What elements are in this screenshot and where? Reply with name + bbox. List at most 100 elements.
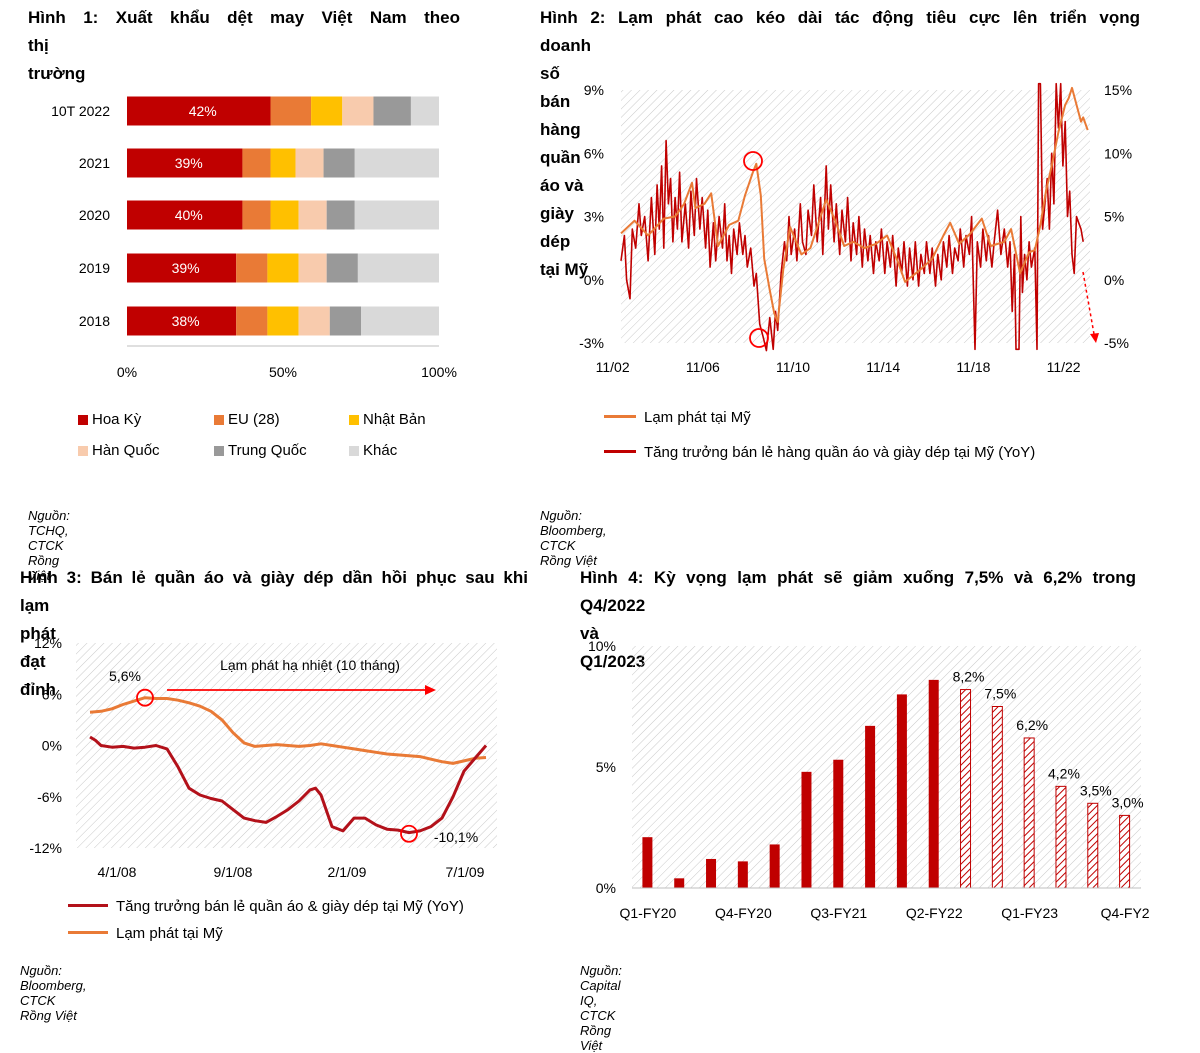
fig2-forecast-arrow (1082, 271, 1095, 335)
fig3-title-line2: lạm phát đạt đỉnh (20, 596, 56, 699)
fig2-title-line1: Hình 2: Lạm phát cao kéo dài tác động ti… (540, 8, 1140, 27)
fig4-bar (960, 689, 972, 889)
fig1-bar-segment (267, 306, 299, 336)
fig1-bar-segment (354, 148, 439, 178)
fig3-y-tick: -6% (37, 789, 62, 805)
fig4-bar (1119, 814, 1131, 889)
fig1-legend-swatch (214, 446, 224, 456)
fig4-x-tick: Q4-FY20 (715, 905, 772, 921)
fig1-category-label: 2018 (79, 313, 110, 329)
fig1-bar-segment (127, 96, 271, 126)
fig2-x-tick: 11/10 (776, 359, 810, 375)
fig1-legend-label: Hàn Quốc (92, 442, 160, 459)
fig1-bar-segment (298, 253, 327, 283)
fig1-legend-item: Hàn Quốc (78, 442, 160, 459)
fig3-legend-item: Lạm phát tại Mỹ (68, 925, 223, 942)
fig4-x-tick: Q1-FY23 (1001, 905, 1058, 921)
fig2-x-tick: 11/18 (956, 359, 990, 375)
fig4-bar (991, 706, 1003, 889)
fig2-title-line2: doanh số bán hàng quần áo và giày dép tạ… (540, 36, 591, 279)
fig4-data-label: 3,0% (1112, 794, 1144, 810)
fig1-category-label: 2019 (79, 260, 110, 276)
fig4-title-line2: Q4/2022 và Q1/2023 (580, 596, 646, 671)
fig3-legend-line (68, 931, 108, 934)
fig4-bar (896, 694, 907, 888)
fig1-legend-item: Nhật Bản (349, 411, 426, 428)
fig3-legend-item: Tăng trưởng bán lẻ quần áo & giày dép tạ… (68, 898, 464, 915)
fig4-x-tick: Q2-FY22 (906, 905, 963, 921)
fig1-category-label: 10T 2022 (51, 103, 110, 119)
fig4-bar (674, 878, 685, 888)
fig3-legend-label: Lạm phát tại Mỹ (116, 925, 223, 942)
fig1-legend-swatch (349, 446, 359, 456)
fig1-legend-swatch (349, 415, 359, 425)
fig1-bar-label: 40% (175, 207, 203, 223)
fig3-arrow-head (425, 685, 436, 695)
fig1-bar-label: 39% (175, 155, 203, 171)
fig2-y-right-tick: 10% (1104, 145, 1132, 161)
fig2-arrow-head (1090, 333, 1099, 343)
fig1-legend-swatch (78, 446, 88, 456)
fig1-legend-item: Hoa Kỳ (78, 411, 141, 428)
fig2-x-tick: 11/22 (1047, 359, 1081, 375)
fig1-bar-segment (242, 200, 271, 230)
fig2-y-left-tick: 3% (584, 209, 604, 225)
fig1-legend-label: Hoa Kỳ (92, 411, 142, 428)
fig1-legend-label: Khác (363, 442, 398, 459)
fig1-legend-label: EU (28) (228, 411, 280, 428)
fig1-bar-segment (326, 253, 358, 283)
fig3-y-tick: -12% (29, 840, 62, 856)
fig1-category-label: 2021 (79, 155, 110, 171)
fig3-trough-circle (400, 824, 418, 843)
fig1-x-tick: 100% (421, 364, 457, 380)
fig2-y-left-tick: 6% (584, 145, 604, 161)
fig1-bar-segment (298, 200, 327, 230)
fig1-bar-segment (361, 306, 439, 336)
fig1-bar-segment (127, 306, 237, 336)
fig1-x-tick: 0% (117, 364, 137, 380)
fig1-bar-segment (410, 96, 439, 126)
fig1-title-line1: Hình 1: Xuất khẩu dệt may Việt Nam theo (28, 8, 460, 27)
fig2-inflation-line (620, 86, 1089, 323)
fig1-bar-segment (236, 306, 268, 336)
fig3-legend-line (68, 904, 108, 907)
fig3-title-line1: Hình 3: Bán lẻ quần áo và giày dép dần h… (20, 568, 528, 587)
fig4-bar (642, 837, 653, 888)
fig3-peak-circle (136, 688, 154, 707)
fig1-bar-segment (242, 148, 271, 178)
fig2-legend-label: Lạm phát tại Mỹ (644, 409, 751, 426)
fig2-legend-item: Lạm phát tại Mỹ (604, 409, 751, 426)
fig4-bar (769, 844, 780, 888)
fig4-y-tick: 5% (596, 759, 616, 775)
fig1-legend-item: Khác (349, 442, 397, 459)
fig2-y-left-tick: 9% (584, 82, 604, 98)
fig4-x-tick: Q4-FY2 (1101, 905, 1150, 921)
fig4-y-tick: 0% (596, 880, 616, 896)
fig3-x-tick: 2/1/09 (328, 864, 367, 880)
fig1-legend-item: EU (28) (214, 411, 280, 428)
fig4-source: Nguồn: Capital IQ, CTCK Rồng Việt (580, 963, 622, 1053)
fig4-bar (1023, 737, 1035, 889)
fig4-y-tick: 10% (588, 638, 616, 654)
fig1-bar-segment (295, 148, 324, 178)
fig1-legend-label: Trung Quốc (228, 442, 307, 459)
fig1-bar-segment (127, 253, 237, 283)
fig2-y-right-tick: 15% (1104, 82, 1132, 98)
fig2-y-left-tick: 0% (584, 272, 604, 288)
fig1-chart: 10T 2022 42% 2021 39% 2020 40% 2019 39% 2018 38% 0… (51, 96, 457, 380)
fig3-legend-label: Tăng trưởng bán lẻ quần áo & giày dép tạ… (116, 898, 464, 915)
fig1-source: Nguồn: TCHQ, CTCK Rồng Việt (28, 508, 70, 583)
fig2-y-right-tick: 0% (1104, 272, 1124, 288)
fig1-bar-segment (127, 200, 243, 230)
fig3-x-tick: 4/1/08 (98, 864, 137, 880)
fig1-legend-item: Trung Quốc (214, 442, 307, 459)
fig3-y-tick: 6% (42, 686, 62, 702)
fig1-legend-swatch (214, 415, 224, 425)
fig4-bar (706, 858, 717, 888)
fig2-legend-line (604, 415, 636, 418)
fig4-bar (801, 771, 812, 888)
fig1-bar-segment (270, 96, 312, 126)
fig3-trough-label: -10,1% (434, 829, 478, 845)
fig4-bar (1055, 785, 1067, 889)
fig2-source: Nguồn: Bloomberg, CTCK Rồng Việt (540, 508, 607, 568)
